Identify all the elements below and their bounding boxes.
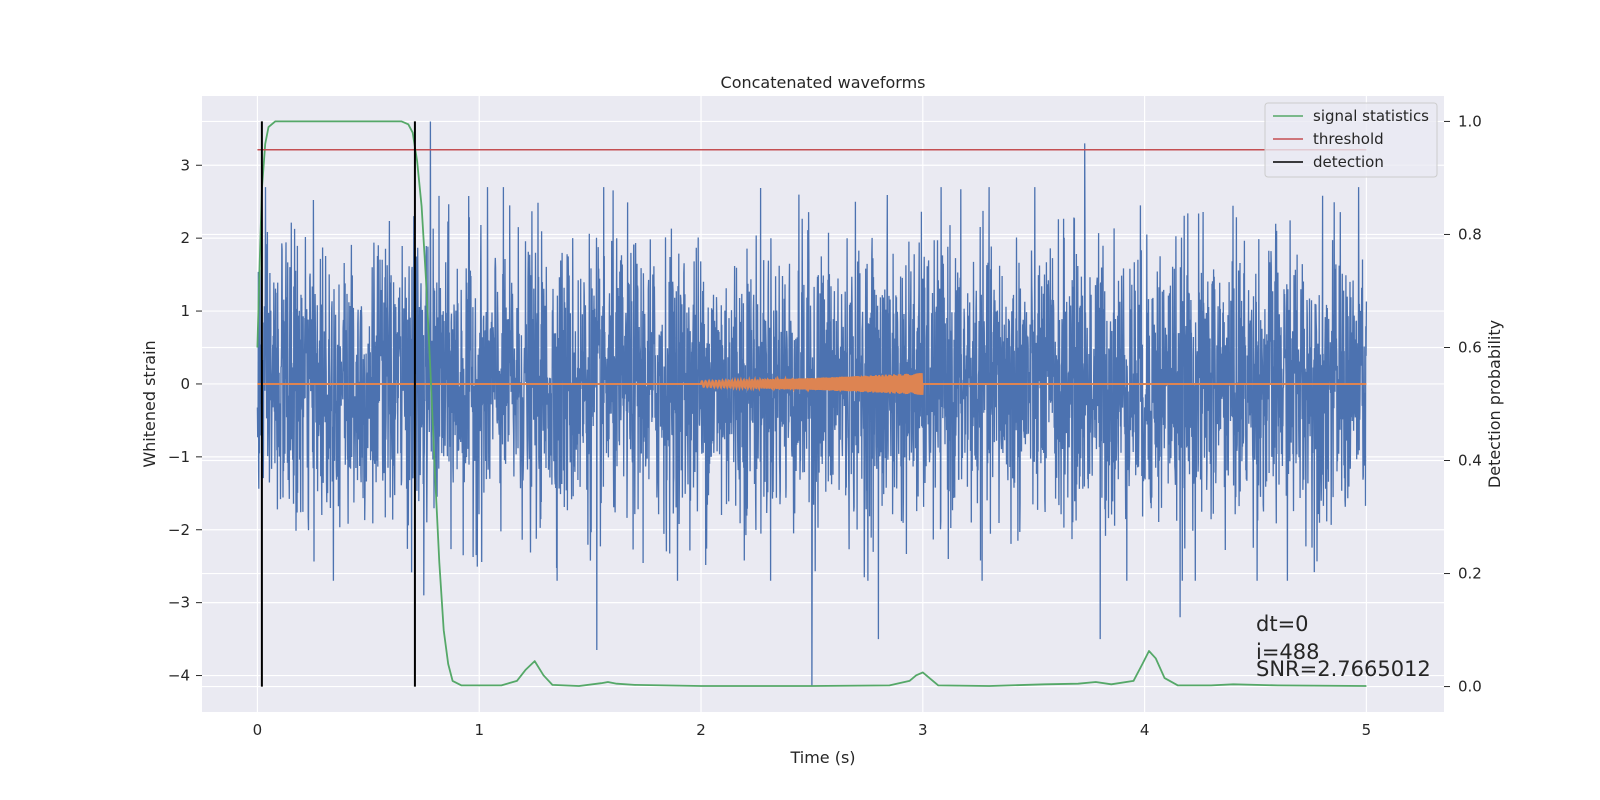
- y2-tick-label: 0.8: [1458, 225, 1482, 243]
- y-tick-label: 1: [180, 302, 190, 320]
- legend: signal statistics threshold detection: [1264, 102, 1438, 178]
- legend-threshold-label: threshold: [1313, 130, 1384, 148]
- y-axis-ticks: 3 2 1 0 −1 −2 −3 −4: [168, 156, 202, 685]
- x-axis-ticks: 0 1 2 3 4 5: [253, 721, 1371, 739]
- x-tick-label: 2: [696, 721, 706, 739]
- y-tick-label: −3: [168, 594, 190, 612]
- y-tick-label: 3: [180, 156, 190, 174]
- x-tick-label: 5: [1362, 721, 1372, 739]
- detection-series: [260, 121, 416, 687]
- y2-tick-label: 0.6: [1458, 338, 1482, 356]
- y-tick-label: 2: [180, 229, 190, 247]
- annotation-snr: SNR=2.7665012: [1256, 657, 1431, 681]
- legend-signal-statistics-label: signal statistics: [1313, 107, 1429, 125]
- x-tick-label: 0: [253, 721, 263, 739]
- y-tick-label: −2: [168, 521, 190, 539]
- y-tick-label: −1: [168, 448, 190, 466]
- y2-axis-ticks: 1.0 0.8 0.6 0.4 0.2 0.0: [1444, 112, 1482, 696]
- legend-detection-label: detection: [1313, 153, 1384, 171]
- x-tick-label: 1: [474, 721, 484, 739]
- injected-waveform-series: [257, 373, 1367, 395]
- y2-tick-label: 0.2: [1458, 565, 1482, 583]
- y2-tick-label: 1.0: [1458, 112, 1482, 130]
- legend-box: [1264, 102, 1438, 178]
- y-tick-label: 0: [180, 375, 190, 393]
- y-tick-label: −4: [168, 667, 190, 685]
- signal-statistics-line: [256, 120, 1367, 687]
- x-tick-label: 4: [1140, 721, 1150, 739]
- x-axis-label: Time (s): [789, 748, 855, 767]
- annotation-dt: dt=0: [1256, 612, 1309, 636]
- x-tick-label: 3: [918, 721, 928, 739]
- annotation-index: i=488: [1256, 640, 1320, 664]
- y2-tick-label: 0.0: [1458, 678, 1482, 696]
- y2-axis-label: Detection probability: [1485, 320, 1504, 488]
- y2-tick-label: 0.4: [1458, 452, 1482, 470]
- signal-statistics-series: [256, 120, 1367, 687]
- chart-title: Concatenated waveforms: [721, 73, 926, 92]
- template-line: [257, 373, 1367, 395]
- y-axis-label: Whitened strain: [140, 340, 159, 467]
